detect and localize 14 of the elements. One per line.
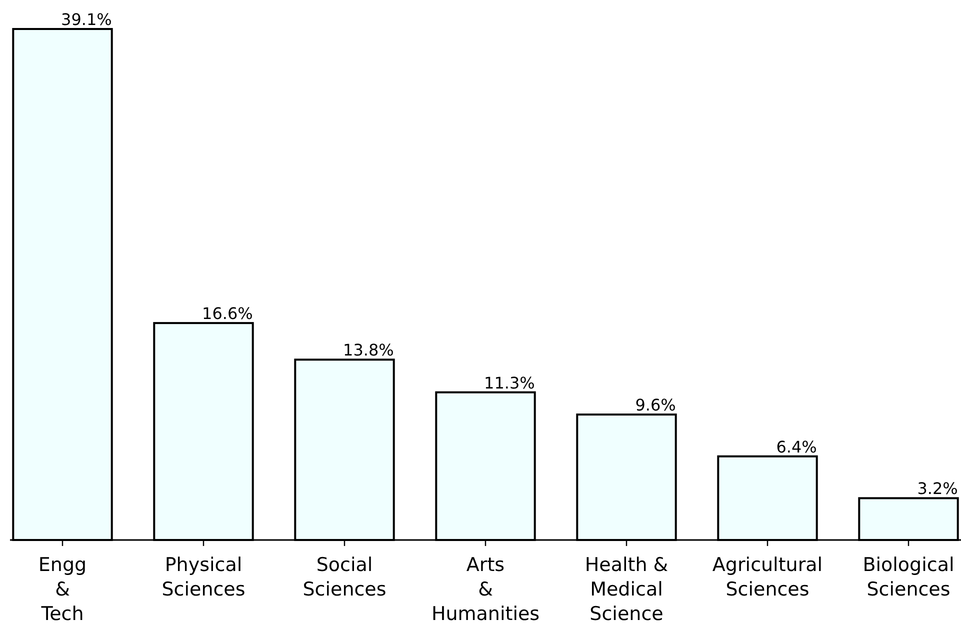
x-tick-label: Engg & Tech <box>38 554 87 625</box>
data-label: 39.1% <box>61 10 112 29</box>
data-label: 9.6% <box>635 396 676 415</box>
data-label: 11.3% <box>484 373 535 392</box>
x-tick-label: Arts & Humanities <box>431 554 540 625</box>
x-tick-label: Social Sciences <box>302 554 386 600</box>
data-label: 6.4% <box>776 437 817 456</box>
data-label: 13.8% <box>343 340 394 360</box>
x-tick-label: Agricultural Sciences <box>712 554 823 600</box>
x-tick-label: Physical Sciences <box>162 554 246 600</box>
data-label: 16.6% <box>202 304 253 324</box>
data-label: 3.2% <box>917 479 958 498</box>
x-tick-label: Health & Medical Science <box>584 554 668 625</box>
x-tick-label: Biological Sciences <box>862 554 954 600</box>
